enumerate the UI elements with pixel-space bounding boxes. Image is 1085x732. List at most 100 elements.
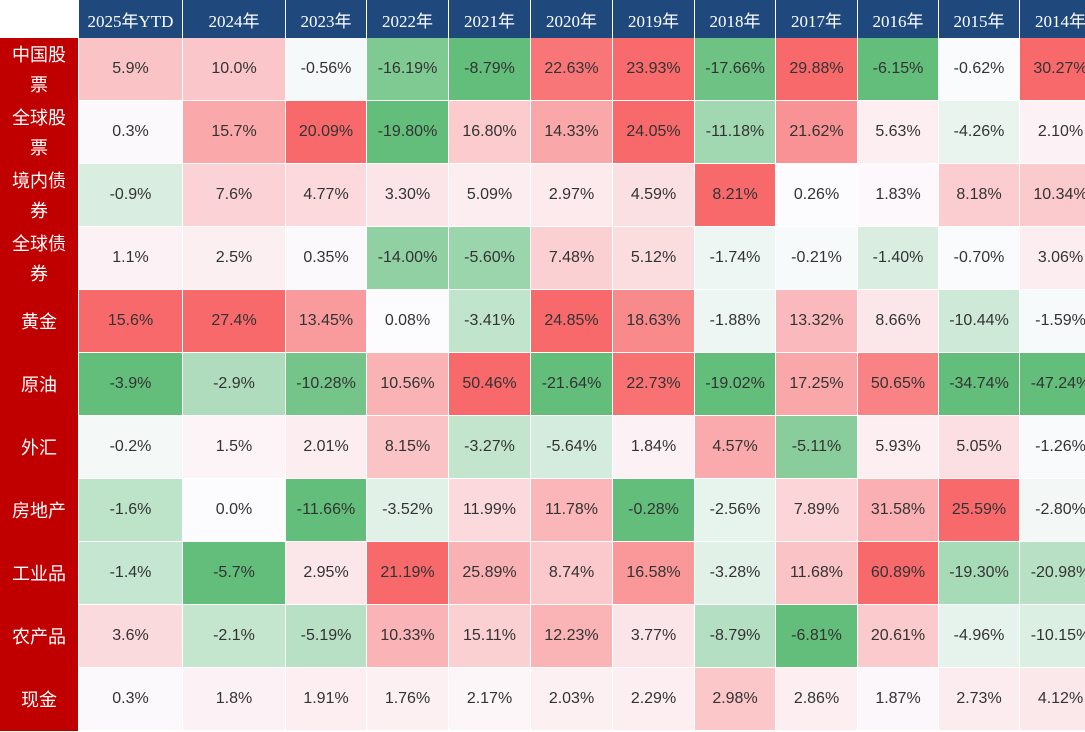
value-cell-9-7: -8.79% bbox=[695, 605, 775, 668]
value-cell-5-0: -3.9% bbox=[79, 353, 182, 416]
column-header-7: 2018年 bbox=[695, 0, 775, 38]
value-cell-10-1: 1.8% bbox=[183, 668, 285, 731]
column-header-8: 2017年 bbox=[776, 0, 857, 38]
value-cell-10-7: 2.98% bbox=[695, 668, 775, 731]
value-cell-5-5: -21.64% bbox=[531, 353, 612, 416]
value-cell-1-8: 21.62% bbox=[776, 101, 857, 164]
value-cell-9-2: -5.19% bbox=[286, 605, 366, 668]
value-cell-3-0: 1.1% bbox=[79, 227, 182, 290]
value-cell-10-4: 2.17% bbox=[449, 668, 530, 731]
value-cell-8-8: 11.68% bbox=[776, 542, 857, 605]
value-cell-6-1: 1.5% bbox=[183, 416, 285, 479]
value-cell-1-10: -4.26% bbox=[939, 101, 1019, 164]
value-cell-6-2: 2.01% bbox=[286, 416, 366, 479]
value-cell-3-1: 2.5% bbox=[183, 227, 285, 290]
column-header-10: 2015年 bbox=[939, 0, 1019, 38]
value-cell-5-1: -2.9% bbox=[183, 353, 285, 416]
value-cell-7-6: -0.28% bbox=[613, 479, 694, 542]
value-cell-4-8: 13.32% bbox=[776, 290, 857, 353]
column-header-2: 2023年 bbox=[286, 0, 366, 38]
value-cell-10-5: 2.03% bbox=[531, 668, 612, 731]
value-cell-10-6: 2.29% bbox=[613, 668, 694, 731]
value-cell-1-0: 0.3% bbox=[79, 101, 182, 164]
column-header-4: 2021年 bbox=[449, 0, 530, 38]
value-cell-9-9: 20.61% bbox=[858, 605, 938, 668]
row-label-8: 工业品 bbox=[0, 542, 78, 605]
corner-cell bbox=[0, 0, 78, 38]
value-cell-4-9: 8.66% bbox=[858, 290, 938, 353]
column-header-3: 2022年 bbox=[367, 0, 448, 38]
value-cell-0-0: 5.9% bbox=[79, 38, 182, 101]
value-cell-5-4: 50.46% bbox=[449, 353, 530, 416]
value-cell-2-0: -0.9% bbox=[79, 164, 182, 227]
value-cell-3-11: 3.06% bbox=[1020, 227, 1085, 290]
row-label-5: 原油 bbox=[0, 353, 78, 416]
value-cell-6-10: 5.05% bbox=[939, 416, 1019, 479]
column-header-1: 2024年 bbox=[183, 0, 285, 38]
value-cell-9-3: 10.33% bbox=[367, 605, 448, 668]
value-cell-4-4: -3.41% bbox=[449, 290, 530, 353]
row-label-2: 境内债券 bbox=[0, 164, 78, 227]
value-cell-6-0: -0.2% bbox=[79, 416, 182, 479]
value-cell-3-10: -0.70% bbox=[939, 227, 1019, 290]
value-cell-4-11: -1.59% bbox=[1020, 290, 1085, 353]
value-cell-7-3: -3.52% bbox=[367, 479, 448, 542]
value-cell-9-1: -2.1% bbox=[183, 605, 285, 668]
value-cell-8-11: -20.98% bbox=[1020, 542, 1085, 605]
value-cell-0-11: 30.27% bbox=[1020, 38, 1085, 101]
row-label-7: 房地产 bbox=[0, 479, 78, 542]
value-cell-3-8: -0.21% bbox=[776, 227, 857, 290]
value-cell-5-2: -10.28% bbox=[286, 353, 366, 416]
value-cell-1-1: 15.7% bbox=[183, 101, 285, 164]
value-cell-4-0: 15.6% bbox=[79, 290, 182, 353]
value-cell-9-0: 3.6% bbox=[79, 605, 182, 668]
value-cell-0-4: -8.79% bbox=[449, 38, 530, 101]
value-cell-8-6: 16.58% bbox=[613, 542, 694, 605]
value-cell-10-0: 0.3% bbox=[79, 668, 182, 731]
value-cell-5-7: -19.02% bbox=[695, 353, 775, 416]
value-cell-0-9: -6.15% bbox=[858, 38, 938, 101]
value-cell-10-8: 2.86% bbox=[776, 668, 857, 731]
value-cell-2-6: 4.59% bbox=[613, 164, 694, 227]
value-cell-8-3: 21.19% bbox=[367, 542, 448, 605]
value-cell-2-5: 2.97% bbox=[531, 164, 612, 227]
value-cell-1-3: -19.80% bbox=[367, 101, 448, 164]
row-label-9: 农产品 bbox=[0, 605, 78, 668]
value-cell-2-8: 0.26% bbox=[776, 164, 857, 227]
value-cell-0-5: 22.63% bbox=[531, 38, 612, 101]
value-cell-5-10: -34.74% bbox=[939, 353, 1019, 416]
value-cell-2-7: 8.21% bbox=[695, 164, 775, 227]
value-cell-8-2: 2.95% bbox=[286, 542, 366, 605]
value-cell-8-7: -3.28% bbox=[695, 542, 775, 605]
value-cell-1-4: 16.80% bbox=[449, 101, 530, 164]
value-cell-1-2: 20.09% bbox=[286, 101, 366, 164]
value-cell-1-9: 5.63% bbox=[858, 101, 938, 164]
value-cell-7-7: -2.56% bbox=[695, 479, 775, 542]
value-cell-2-10: 8.18% bbox=[939, 164, 1019, 227]
value-cell-7-0: -1.6% bbox=[79, 479, 182, 542]
value-cell-3-3: -14.00% bbox=[367, 227, 448, 290]
value-cell-7-4: 11.99% bbox=[449, 479, 530, 542]
value-cell-10-9: 1.87% bbox=[858, 668, 938, 731]
value-cell-0-7: -17.66% bbox=[695, 38, 775, 101]
row-label-3: 全球债券 bbox=[0, 227, 78, 290]
value-cell-8-1: -5.7% bbox=[183, 542, 285, 605]
value-cell-8-9: 60.89% bbox=[858, 542, 938, 605]
value-cell-6-7: 4.57% bbox=[695, 416, 775, 479]
value-cell-7-11: -2.80% bbox=[1020, 479, 1085, 542]
value-cell-0-10: -0.62% bbox=[939, 38, 1019, 101]
row-label-1: 全球股票 bbox=[0, 101, 78, 164]
value-cell-6-4: -3.27% bbox=[449, 416, 530, 479]
value-cell-6-5: -5.64% bbox=[531, 416, 612, 479]
value-cell-0-3: -16.19% bbox=[367, 38, 448, 101]
value-cell-4-5: 24.85% bbox=[531, 290, 612, 353]
value-cell-3-6: 5.12% bbox=[613, 227, 694, 290]
value-cell-9-10: -4.96% bbox=[939, 605, 1019, 668]
value-cell-9-4: 15.11% bbox=[449, 605, 530, 668]
value-cell-4-2: 13.45% bbox=[286, 290, 366, 353]
row-label-4: 黄金 bbox=[0, 290, 78, 353]
value-cell-8-5: 8.74% bbox=[531, 542, 612, 605]
row-label-6: 外汇 bbox=[0, 416, 78, 479]
value-cell-7-10: 25.59% bbox=[939, 479, 1019, 542]
